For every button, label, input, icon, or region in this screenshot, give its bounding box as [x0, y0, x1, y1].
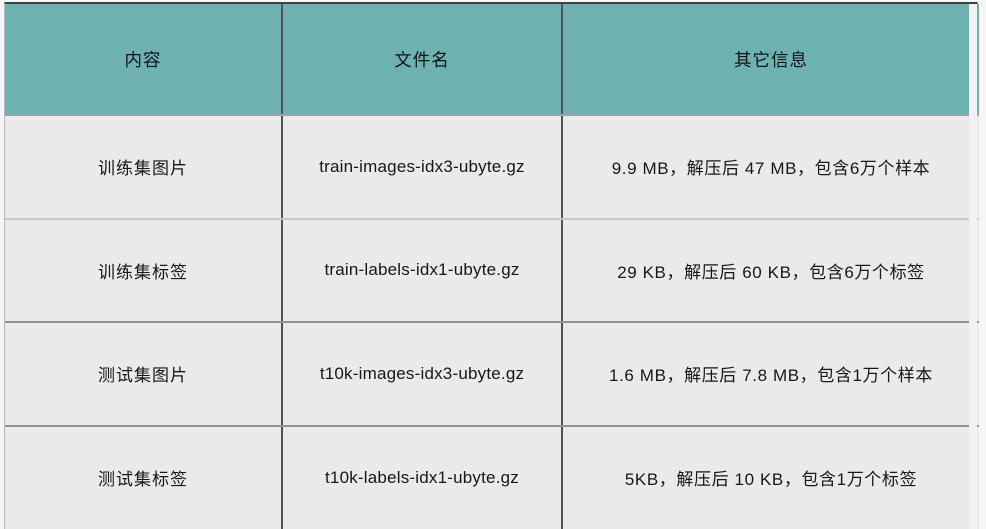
cell-info: 29 KB，解压后 60 KB，包含6万个标签: [561, 218, 979, 323]
cell-info: 1.6 MB，解压后 7.8 MB，包含1万个样本: [561, 322, 979, 427]
table-header: 内容 文件名 其它信息: [5, 4, 979, 116]
cell-filename: train-images-idx3-ubyte.gz: [281, 115, 562, 220]
table-row: 测试集标签 t10k-labels-idx1-ubyte.gz 5KB，解压后 …: [5, 425, 979, 529]
cell-info: 9.9 MB，解压后 47 MB，包含6万个样本: [561, 115, 979, 220]
table-body: 训练集图片 train-images-idx3-ubyte.gz 9.9 MB，…: [5, 115, 979, 529]
cell-content: 训练集图片: [5, 115, 282, 220]
dataset-table-container: 内容 文件名 其它信息 训练集图片 train-images-idx3-ubyt…: [4, 2, 979, 529]
cell-filename: t10k-labels-idx1-ubyte.gz: [281, 425, 562, 529]
column-header-content: 内容: [5, 4, 282, 116]
table-row: 训练集图片 train-images-idx3-ubyte.gz 9.9 MB，…: [5, 115, 979, 220]
cell-filename: train-labels-idx1-ubyte.gz: [281, 218, 562, 323]
cell-content: 训练集标签: [5, 218, 282, 323]
table-row: 训练集标签 train-labels-idx1-ubyte.gz 29 KB，解…: [5, 218, 979, 323]
column-header-info: 其它信息: [561, 4, 979, 116]
dataset-table: 内容 文件名 其它信息 训练集图片 train-images-idx3-ubyt…: [5, 4, 979, 529]
table-row: 测试集图片 t10k-images-idx3-ubyte.gz 1.6 MB，解…: [5, 322, 979, 427]
table-header-row: 内容 文件名 其它信息: [5, 4, 979, 116]
column-header-filename: 文件名: [281, 4, 562, 116]
cell-content: 测试集标签: [5, 425, 282, 529]
cell-info: 5KB，解压后 10 KB，包含1万个标签: [561, 425, 979, 529]
cell-filename: t10k-images-idx3-ubyte.gz: [281, 322, 562, 427]
cell-content: 测试集图片: [5, 322, 282, 427]
